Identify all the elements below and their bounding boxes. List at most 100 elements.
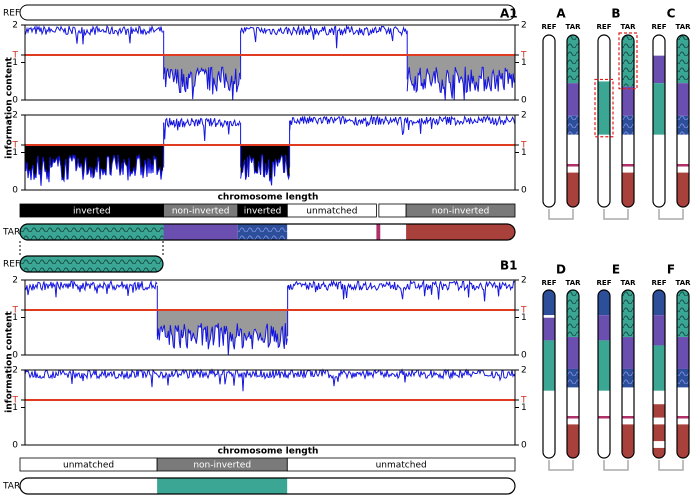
- ref-label: REF: [652, 279, 667, 287]
- strip-segment: [622, 166, 634, 173]
- strip-segment: [677, 83, 689, 116]
- x-axis-label: chromosome length: [218, 447, 319, 457]
- strip-segment: [653, 404, 665, 418]
- region: [286, 203, 377, 218]
- group-label: B1: [500, 259, 518, 273]
- signal: [289, 114, 516, 135]
- strip: [543, 35, 555, 207]
- y-tick-label: 0: [521, 186, 527, 196]
- strip-segment: [567, 134, 579, 164]
- region-label: non-inverted: [432, 207, 490, 217]
- y-tick-label: 0: [12, 441, 18, 451]
- plot-frame: [24, 279, 516, 356]
- strip-segment: [567, 387, 579, 416]
- highlight-box: [594, 78, 614, 138]
- ref-label: REF: [597, 279, 612, 287]
- strip-segment: [20, 478, 158, 494]
- panel-letter: B: [611, 7, 620, 21]
- strip-segment: [598, 390, 610, 416]
- ref-strip: [19, 4, 516, 21]
- y-tick-label: 1: [521, 313, 527, 323]
- strip-segment: [543, 35, 555, 207]
- panel-letter: F: [667, 263, 675, 277]
- plot-frame: [24, 369, 516, 446]
- strip: [677, 35, 689, 207]
- y-tick-label: 2: [521, 111, 527, 121]
- strip: [20, 224, 515, 240]
- strip-segment: [567, 35, 579, 84]
- strip-segment: [622, 134, 634, 164]
- y-tick-label: T: [520, 51, 527, 61]
- strip-segment: [543, 340, 555, 391]
- strip-outline: [597, 289, 611, 459]
- strip-segment: [543, 317, 555, 341]
- bracket: [658, 460, 684, 471]
- region: [405, 203, 516, 218]
- signal: [163, 117, 241, 142]
- ref-label: REF: [542, 279, 557, 287]
- signal: [24, 368, 516, 392]
- y-tick-label: 2: [521, 21, 527, 31]
- strip-outline: [542, 289, 556, 459]
- strip-segment: [677, 290, 689, 338]
- strip-segment: [622, 115, 634, 135]
- strip-outline: [676, 34, 690, 208]
- deviation-fill: [407, 55, 515, 100]
- strip-outline: [652, 289, 666, 459]
- signal: [240, 154, 291, 186]
- strip-outline: [19, 477, 516, 495]
- strip-segment: [598, 418, 610, 458]
- ref-label: REF: [597, 23, 612, 31]
- signal: [24, 24, 164, 45]
- strip-segment: [567, 166, 579, 173]
- strip-outline: [542, 34, 556, 208]
- strip-segment: [622, 164, 634, 167]
- y-tick-label: 1: [521, 148, 527, 158]
- strip-segment: [677, 416, 689, 419]
- strip-segment: [157, 478, 288, 494]
- region-label: unmatched: [306, 207, 357, 217]
- strip-segment: [677, 134, 689, 164]
- tar-label: TAR: [620, 23, 636, 31]
- bracket: [548, 460, 574, 471]
- strip-segment: [567, 424, 579, 458]
- y-tick-label: 0: [521, 351, 527, 361]
- strip-segment: [622, 337, 634, 369]
- group-label: A1: [500, 7, 518, 21]
- region-label: unmatched: [63, 461, 114, 471]
- strip: [567, 290, 579, 458]
- strip-segment: [376, 224, 381, 240]
- strip-segment: [622, 172, 634, 207]
- y-tick-label: T: [12, 141, 19, 151]
- bracket: [658, 209, 684, 220]
- strip-segment: [622, 424, 634, 458]
- y-tick-label: 2: [521, 366, 527, 376]
- plot-frame: [24, 114, 516, 191]
- strip-outline: [676, 289, 690, 459]
- region: [378, 203, 407, 218]
- y-axis-label: information content: [5, 310, 15, 412]
- strip-segment: [653, 290, 665, 316]
- strip-segment: [567, 368, 579, 388]
- y-tick-label: T: [12, 396, 19, 406]
- signal: [156, 323, 288, 356]
- strip-segment: [543, 290, 555, 316]
- y-tick-label: 2: [521, 276, 527, 286]
- y-tick-label: 1: [12, 403, 18, 413]
- tar-label: TAR: [2, 228, 20, 238]
- strip-segment: [598, 340, 610, 391]
- strip-segment: [677, 164, 689, 167]
- y-tick-label: 0: [12, 186, 18, 196]
- strip-segment: [622, 418, 634, 425]
- strip: [598, 290, 610, 458]
- plot-frame: [24, 24, 516, 101]
- tar-label: TAR: [675, 279, 691, 287]
- strip-segment: [598, 416, 610, 419]
- strip-outline: [652, 34, 666, 208]
- strip-segment: [567, 164, 579, 167]
- strip-segment: [622, 416, 634, 419]
- strip-segment: [653, 35, 665, 56]
- region: [286, 457, 516, 472]
- strip-segment: [653, 447, 665, 458]
- strip-segment: [543, 390, 555, 458]
